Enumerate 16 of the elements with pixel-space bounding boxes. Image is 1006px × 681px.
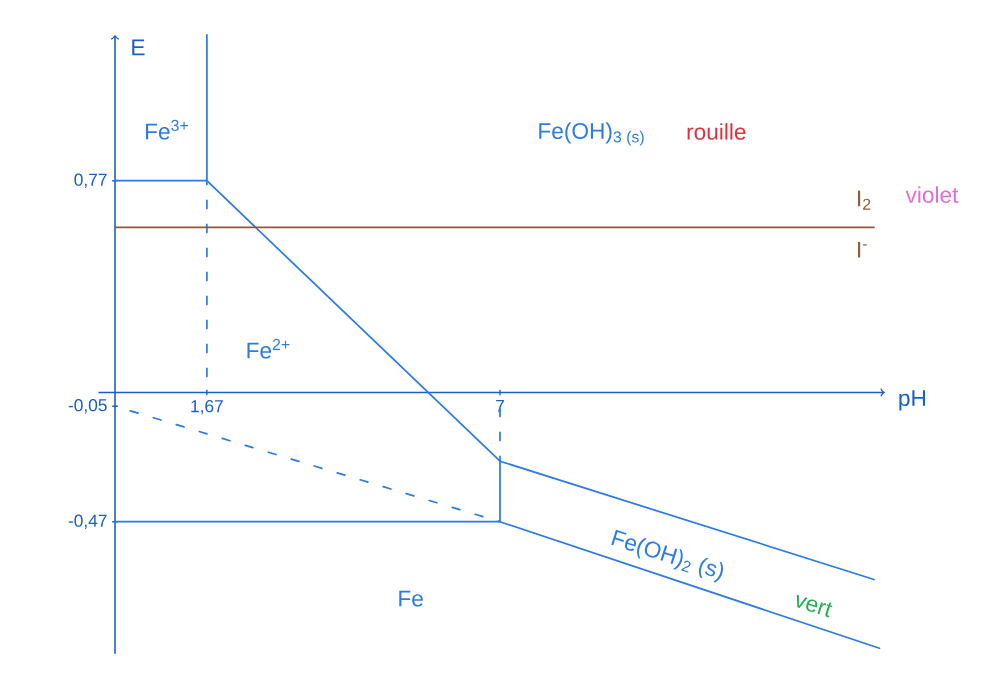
annotation: Fe$^{2+}$ — [247, 338, 290, 359]
annotation: Fe(OH)$_{3 (s)}$ — [539, 122, 644, 146]
x-axis-title: pH — [899, 390, 926, 411]
y-tick-label: -0,47 — [68, 514, 107, 529]
annotation: rouille — [687, 123, 746, 140]
y-axis-title: E — [132, 39, 145, 56]
y-tick-label: 0,77 — [74, 173, 107, 188]
x-tick-label: 1,67 — [191, 400, 223, 415]
annotation: I$_{2}$ — [858, 190, 871, 210]
annotation: vert — [796, 594, 833, 618]
annotation: Fe — [399, 590, 423, 607]
annotation: I$^{-}$ — [858, 241, 867, 258]
x-tick-label: 7 — [496, 400, 504, 412]
annotation: Fe$^{3+}$ — [146, 119, 188, 140]
text: violet — [905, 186, 959, 203]
y-tick-label: -0,05 — [68, 399, 107, 414]
